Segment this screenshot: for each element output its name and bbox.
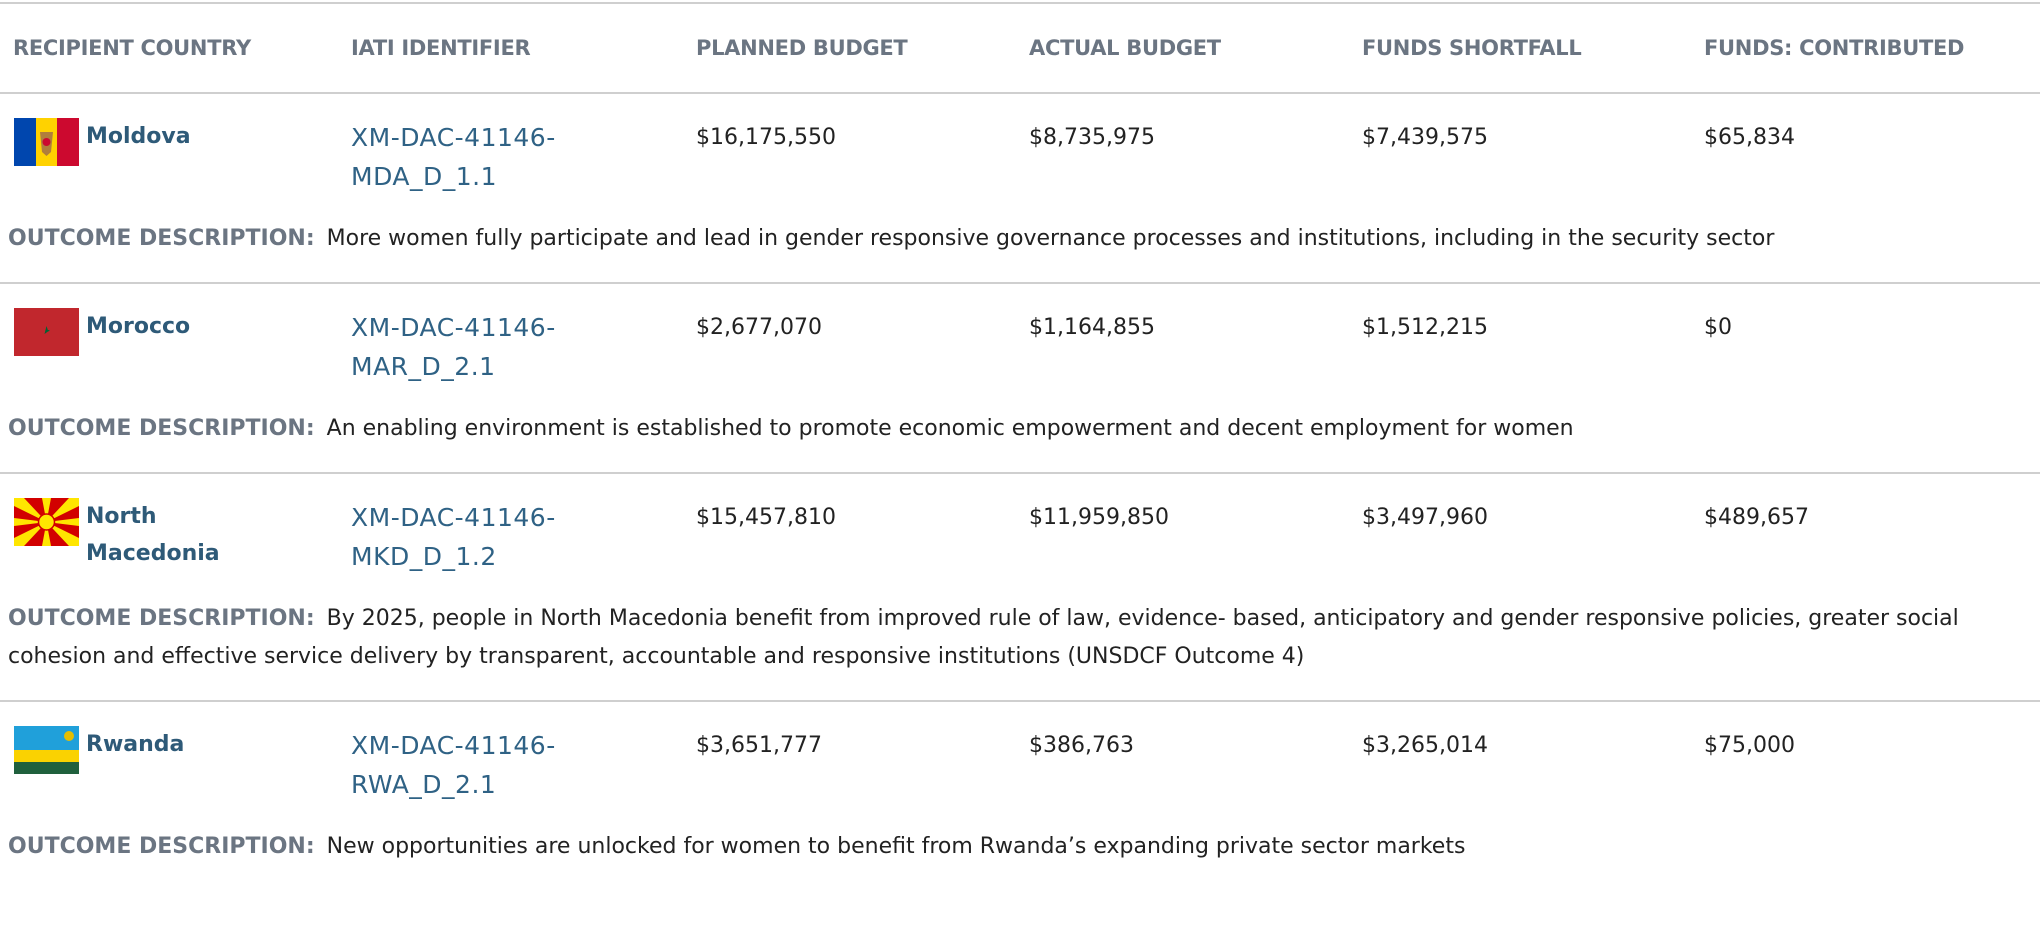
outcome-label: OUTCOME DESCRIPTION: — [8, 226, 315, 251]
header-cell: FUNDS: CONTRIBUTED — [1704, 36, 1965, 60]
header-cell: PLANNED BUDGET — [696, 36, 908, 60]
flag — [14, 118, 79, 166]
outcome-label: OUTCOME DESCRIPTION: — [8, 606, 315, 631]
iati-identifier: XM-DAC-41146-MAR_D_2.1 — [351, 313, 556, 381]
planned-budget: $15,457,810 — [696, 505, 836, 530]
iati-identifier: XM-DAC-41146-MKD_D_1.2 — [351, 503, 556, 571]
funds-contributed: $65,834 — [1704, 125, 1795, 150]
outcome: OUTCOME DESCRIPTION: More women fully par… — [0, 220, 2040, 258]
country-name: Rwanda — [86, 732, 185, 757]
country-name: Moldova — [86, 124, 191, 149]
actual-budget: $1,164,855 — [1029, 315, 1155, 340]
planned-budget: $16,175,550 — [696, 125, 836, 150]
table-body: Moldova XM-DAC-41146-MDA_D_1.1 $16,175,550… — [0, 94, 2040, 890]
header-cell: IATI IDENTIFIER — [351, 36, 531, 60]
country-name: Morocco — [86, 314, 191, 339]
funds-shortfall: $3,265,014 — [1362, 733, 1488, 758]
actual-budget: $8,735,975 — [1029, 125, 1155, 150]
country-cell: Morocco — [0, 308, 351, 356]
row-main: North Macedonia XM-DAC-41146-MKD_D_1.2 $15… — [0, 498, 2040, 576]
flag — [14, 726, 79, 774]
iati-identifier: XM-DAC-41146-MDA_D_1.1 — [351, 123, 556, 191]
flag — [14, 498, 79, 546]
iati-identifier: XM-DAC-41146-RWA_D_2.1 — [351, 731, 556, 799]
funds-contributed: $489,657 — [1704, 505, 1809, 530]
header-cell: FUNDS SHORTFALL — [1362, 36, 1582, 60]
country-name: North Macedonia — [86, 504, 220, 566]
outcome-description: New opportunities are unlocked for women… — [326, 834, 1466, 859]
header-cell: RECIPIENT COUNTRY — [13, 36, 251, 60]
table-row: Morocco XM-DAC-41146-MAR_D_2.1 $2,677,070 $… — [0, 284, 2040, 474]
planned-budget: $3,651,777 — [696, 733, 822, 758]
outcome: OUTCOME DESCRIPTION: New opportunities ar… — [0, 828, 2040, 866]
table-row: Rwanda XM-DAC-41146-RWA_D_2.1 $3,651,777 $3… — [0, 702, 2040, 890]
flag — [14, 308, 79, 356]
actual-budget: $386,763 — [1029, 733, 1134, 758]
header-row: RECIPIENT COUNTRY IATI IDENTIFIER PLANNE… — [0, 2, 2040, 94]
table-row: North Macedonia XM-DAC-41146-MKD_D_1.2 $15… — [0, 474, 2040, 702]
funds-shortfall: $1,512,215 — [1362, 315, 1488, 340]
row-main: Morocco XM-DAC-41146-MAR_D_2.1 $2,677,070 $… — [0, 308, 2040, 386]
funds-contributed: $0 — [1704, 315, 1732, 340]
country-cell: Moldova — [0, 118, 351, 166]
row-main: Rwanda XM-DAC-41146-RWA_D_2.1 $3,651,777 $3… — [0, 726, 2040, 804]
planned-budget: $2,677,070 — [696, 315, 822, 340]
outcome-label: OUTCOME DESCRIPTION: — [8, 416, 315, 441]
country-cell: North Macedonia — [0, 498, 351, 572]
outcome: OUTCOME DESCRIPTION: By 2025, people in N… — [0, 600, 2040, 676]
row-main: Moldova XM-DAC-41146-MDA_D_1.1 $16,175,550… — [0, 118, 2040, 196]
funds-contributed: $75,000 — [1704, 733, 1795, 758]
outcome-description: More women fully participate and lead in… — [326, 226, 1775, 251]
funds-shortfall: $7,439,575 — [1362, 125, 1488, 150]
country-cell: Rwanda — [0, 726, 351, 774]
outcome-label: OUTCOME DESCRIPTION: — [8, 834, 315, 859]
outcome-description: An enabling environment is established t… — [326, 416, 1574, 441]
outcome-description: By 2025, people in North Macedonia benef… — [8, 606, 1959, 669]
actual-budget: $11,959,850 — [1029, 505, 1169, 530]
outcome: OUTCOME DESCRIPTION: An enabling environm… — [0, 410, 2040, 448]
funds-shortfall: $3,497,960 — [1362, 505, 1488, 530]
header-cell: ACTUAL BUDGET — [1029, 36, 1221, 60]
table-row: Moldova XM-DAC-41146-MDA_D_1.1 $16,175,550… — [0, 94, 2040, 284]
